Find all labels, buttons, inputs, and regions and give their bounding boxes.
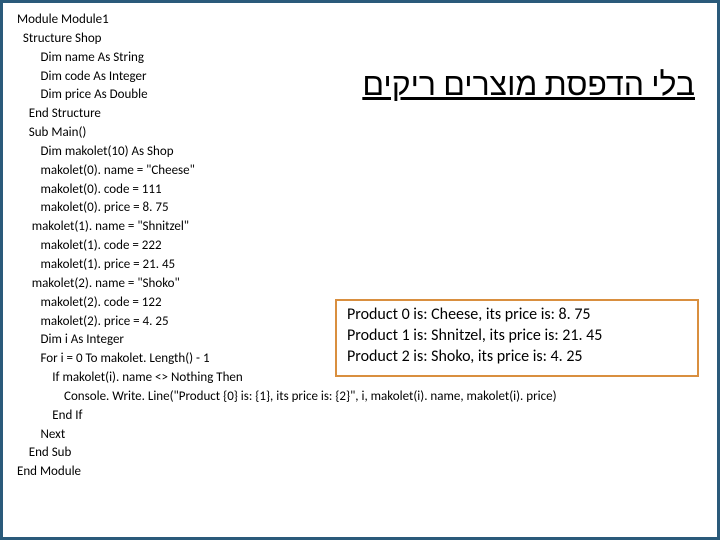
slide-title-hebrew: בלי הדפסת מוצרים ריקים [362,65,695,104]
output-line: Product 0 is: Cheese, its price is: 8. 7… [347,305,687,326]
output-line: Product 2 is: Shoko, its price is: 4. 25 [347,347,687,368]
program-output-box: Product 0 is: Cheese, its price is: 8. 7… [335,299,699,377]
output-line: Product 1 is: Shnitzel, its price is: 21… [347,326,687,347]
slide-container: Module Module1 Structure Shop Dim name A… [0,0,720,540]
